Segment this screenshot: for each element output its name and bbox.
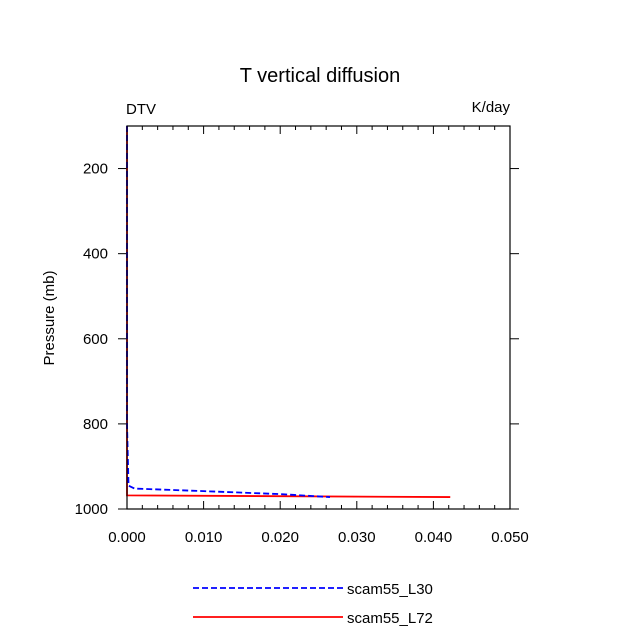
series-layer — [126, 126, 451, 498]
x-tick-label: 0.000 — [108, 529, 146, 546]
right-corner-label: K/day — [472, 99, 511, 116]
x-tick-label: 0.030 — [338, 529, 376, 546]
y-tick-label: 200 — [83, 161, 108, 178]
legend: scam55_L30 scam55_L72 — [193, 581, 433, 627]
axis-ticks: 0.000 0.010 0.020 0.030 0.040 0.050 200 400 600 8… — [75, 126, 529, 546]
y-axis-label: Pressure (mb) — [41, 270, 58, 365]
legend-label: scam55_L30 — [347, 581, 433, 598]
x-tick-label: 0.010 — [185, 529, 223, 546]
x-tick-label: 0.040 — [415, 529, 453, 546]
chart-title: T vertical diffusion — [240, 65, 400, 87]
legend-label: scam55_L72 — [347, 610, 433, 627]
plot-frame — [126, 125, 511, 510]
y-tick-label: 1000 — [75, 501, 108, 518]
y-tick-label: 600 — [83, 331, 108, 348]
y-tick-label: 800 — [83, 416, 108, 433]
x-tick-label: 0.020 — [261, 529, 299, 546]
x-tick-label: 0.050 — [491, 529, 529, 546]
series-line-scam55_L72 — [126, 126, 451, 498]
series-line-scam55_L30 — [126, 126, 331, 498]
left-corner-label: DTV — [126, 101, 156, 118]
y-tick-label: 400 — [83, 246, 108, 263]
